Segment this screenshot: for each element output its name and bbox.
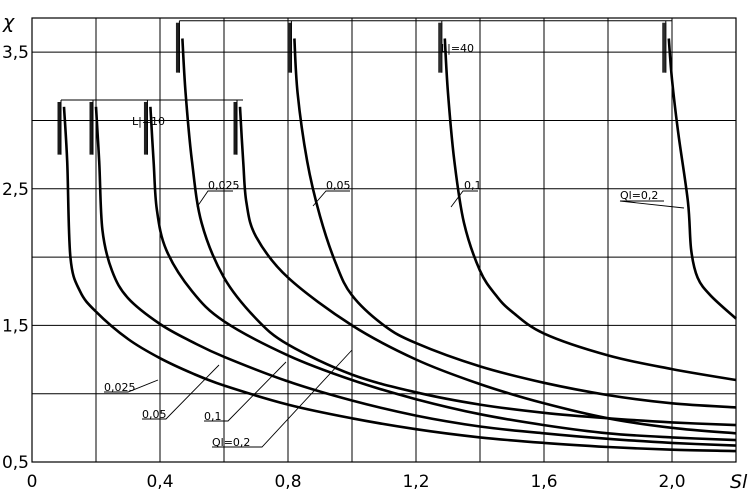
leader-line-3 bbox=[619, 200, 685, 209]
x-tick-label-3: 1,2 bbox=[402, 472, 429, 492]
series-0-3 bbox=[238, 106, 737, 435]
series-label-upper-0025: 0,025 bbox=[208, 179, 240, 192]
leader-line-4 bbox=[104, 379, 159, 393]
bracket-label-l10: L|=10 bbox=[132, 115, 165, 128]
series-label-lower-0025: 0,025 bbox=[104, 381, 136, 394]
grid bbox=[31, 18, 737, 463]
series-1-3 bbox=[667, 38, 737, 320]
series-label-lower-005: 0,05 bbox=[142, 408, 167, 421]
series-label-upper-005: 0,05 bbox=[326, 179, 351, 192]
curves bbox=[62, 38, 737, 453]
y-tick-label-0: 0,5 bbox=[2, 453, 29, 473]
series-1-0 bbox=[181, 38, 737, 427]
x-tick-label-1: 0,4 bbox=[146, 472, 173, 492]
leader-line-0 bbox=[196, 190, 233, 208]
series-0-1 bbox=[94, 106, 737, 447]
leader-line-1 bbox=[312, 190, 350, 207]
x-tick-label-4: 1,6 bbox=[530, 472, 557, 492]
y-tick-label-1: 1,5 bbox=[2, 316, 29, 336]
series-label-lower-01: 0,1 bbox=[204, 410, 222, 423]
series-label-upper-02: Ql=0,2 bbox=[620, 189, 658, 202]
plot-frame bbox=[31, 17, 737, 463]
y-tick-label-3: 3,5 bbox=[2, 43, 29, 63]
leader-lines bbox=[104, 190, 685, 448]
y-tick-label-2: 2,5 bbox=[2, 180, 29, 200]
x-tick-label-0: 0 bbox=[27, 472, 38, 492]
bracket-label-l40: L|=40 bbox=[441, 42, 474, 55]
y-axis-label: χ bbox=[2, 11, 15, 33]
series-label-upper-01: 0,1 bbox=[464, 179, 482, 192]
tick-labels: 0 0,4 0,8 1,2 1,6 2,0 0,5 1,5 2,5 3,5 bbox=[2, 43, 686, 492]
series-0-0 bbox=[62, 106, 737, 453]
x-axis-label: Sl bbox=[730, 471, 748, 493]
x-tick-label-2: 0,8 bbox=[274, 472, 301, 492]
series-0-2 bbox=[149, 106, 737, 442]
brackets bbox=[57, 20, 672, 155]
leader-line-6 bbox=[204, 361, 287, 422]
leader-line-2 bbox=[450, 190, 478, 208]
leader-line-5 bbox=[142, 364, 220, 420]
plot-border bbox=[31, 17, 737, 463]
series-1-2 bbox=[443, 38, 737, 382]
x-tick-label-5: 2,0 bbox=[658, 472, 685, 492]
leader-line-7 bbox=[212, 349, 353, 448]
series-1-1 bbox=[293, 38, 737, 409]
series-label-lower-02: Ql=0,2 bbox=[212, 436, 250, 449]
